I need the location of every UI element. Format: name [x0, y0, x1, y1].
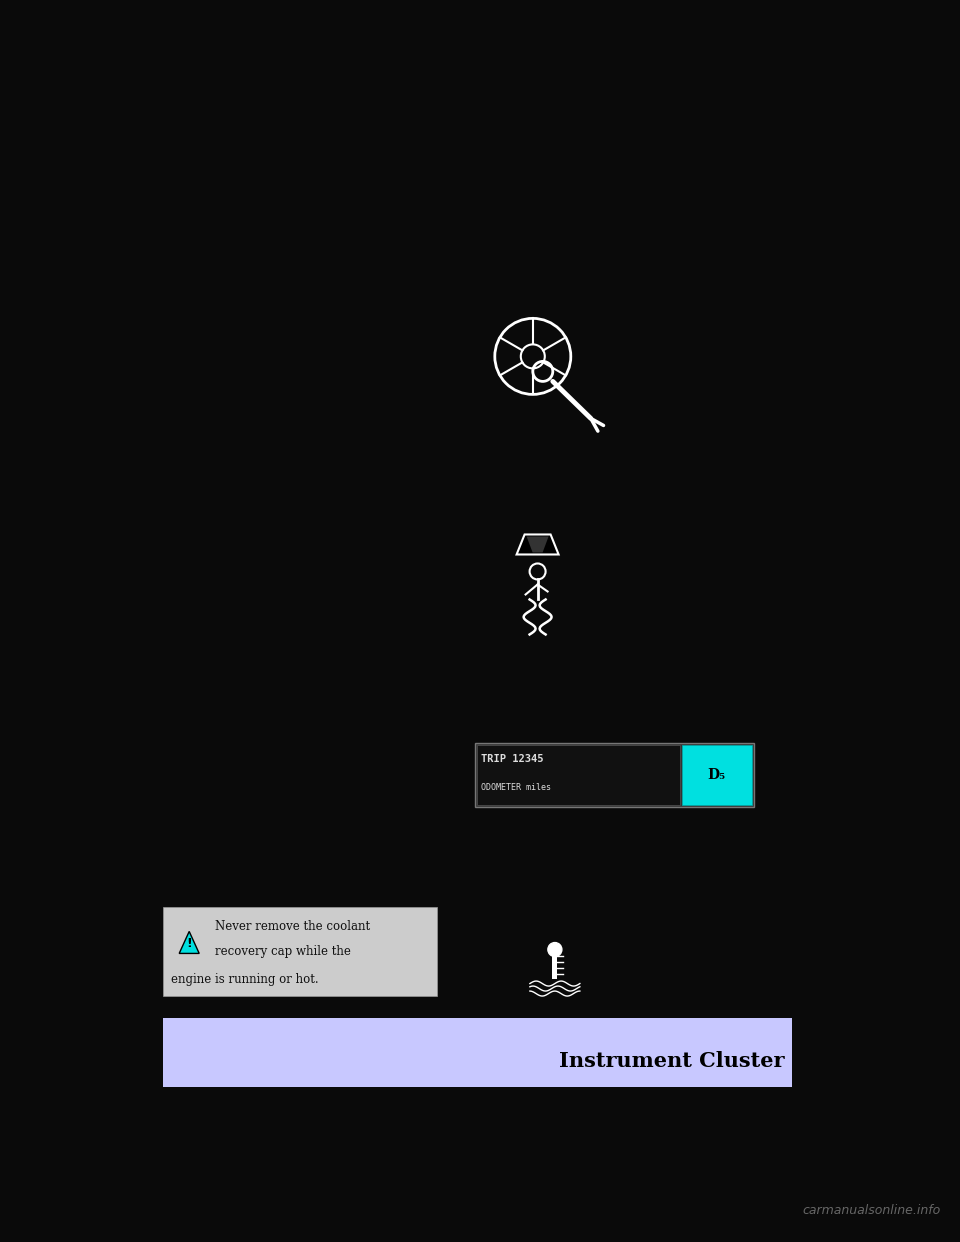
Text: ODOMETER miles: ODOMETER miles: [481, 784, 551, 792]
Text: carmanualsonline.info: carmanualsonline.info: [803, 1205, 941, 1217]
FancyBboxPatch shape: [163, 907, 437, 996]
FancyBboxPatch shape: [163, 1018, 792, 1087]
Text: !: !: [186, 936, 192, 950]
FancyBboxPatch shape: [477, 745, 680, 805]
Polygon shape: [527, 537, 548, 553]
Polygon shape: [180, 932, 200, 954]
FancyBboxPatch shape: [475, 743, 754, 807]
Text: engine is running or hot.: engine is running or hot.: [171, 974, 319, 986]
Polygon shape: [516, 534, 559, 554]
Text: Instrument Cluster: Instrument Cluster: [559, 1051, 784, 1071]
Text: D₅: D₅: [708, 768, 726, 782]
Text: TRIP 12345: TRIP 12345: [481, 754, 543, 764]
FancyBboxPatch shape: [682, 745, 752, 805]
Text: Never remove the coolant: Never remove the coolant: [215, 920, 371, 933]
Text: recovery cap while the: recovery cap while the: [215, 945, 351, 958]
FancyBboxPatch shape: [552, 946, 558, 979]
Circle shape: [548, 943, 562, 956]
